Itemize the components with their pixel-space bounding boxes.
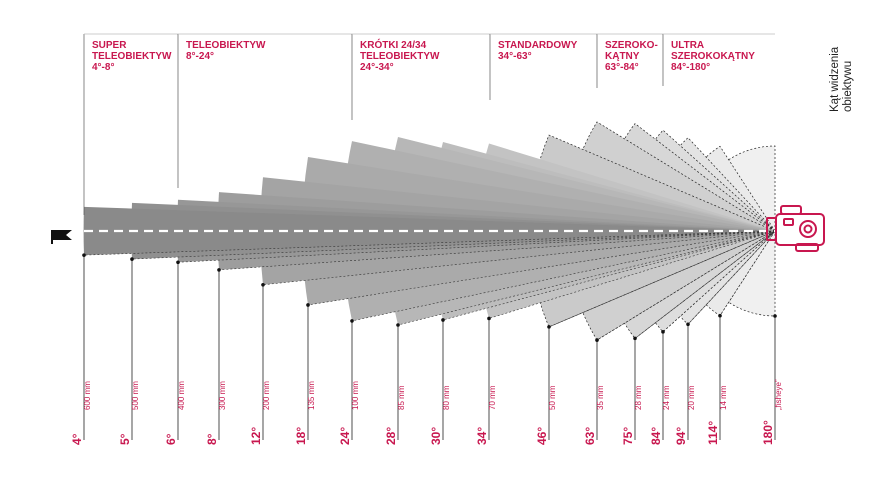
focal-length-label: 300 mm: [218, 381, 227, 410]
category-label: SUPER TELEOBIEKTYW 4°-8°: [92, 40, 172, 73]
angle-label: 84°: [649, 427, 663, 445]
angle-label: 63°: [583, 427, 597, 445]
leader-dot-34: [487, 316, 491, 321]
leader-dot-30: [441, 318, 445, 322]
ray-84: [662, 230, 776, 333]
focal-length-label: 24 mm: [662, 385, 671, 410]
focal-length-label: 85 mm: [397, 385, 406, 410]
category-label: TELEOBIEKTYW 8°-24°: [186, 40, 266, 62]
focal-leader-lines: [82, 253, 777, 440]
angle-label: 94°: [674, 427, 688, 445]
category-label: KRÓTKI 24/34 TELEOBIEKTYW 24°-34°: [360, 38, 440, 73]
focal-length-label: 70 mm: [488, 385, 497, 410]
leader-dot-46: [547, 325, 551, 329]
focal-length-label: 100 mm: [351, 381, 360, 410]
leader-dot-8: [217, 268, 221, 272]
angle-label: 18°: [294, 427, 308, 445]
focal-length-label: 20 mm: [687, 385, 696, 410]
angle-label: 34°: [475, 427, 489, 445]
focal-length-label: 500 mm: [131, 381, 140, 410]
focal-length-label: 400 mm: [177, 381, 186, 410]
angle-label: 114°: [706, 421, 720, 445]
angle-label: 30°: [429, 427, 443, 445]
focal-length-label: 35 mm: [596, 385, 605, 410]
category-brackets: SUPER TELEOBIEKTYW 4°-8° TELEOBIEKTYW 8°-24°…: [83, 33, 775, 215]
focal-length-label: 28 mm: [634, 385, 643, 410]
focal-length-label: „fisheye”: [774, 379, 783, 410]
leader-dot-75: [633, 336, 637, 341]
subject-flag-icon: [51, 230, 72, 244]
ray-24: [351, 230, 776, 322]
leader-dot-6: [176, 260, 180, 265]
leader-dot-12: [261, 283, 265, 287]
category-label: SZEROKO-KĄTNY 63°-84°: [605, 40, 658, 73]
angle-label: 6°: [164, 433, 178, 445]
ray-114: [719, 230, 776, 316]
ray-5: [131, 230, 776, 260]
leader-dot-28: [396, 323, 400, 327]
leader-dot-5: [130, 257, 134, 261]
focal-length-label: 200 mm: [262, 381, 271, 410]
angle-label: 180°: [761, 420, 775, 445]
leader-dot-94: [686, 322, 690, 327]
ray-18: [307, 230, 776, 306]
angle-label: 8°: [205, 433, 219, 445]
focal-length-label: 600 mm: [83, 381, 92, 410]
ray-30: [442, 230, 776, 321]
ray-46: [548, 230, 776, 328]
ray-94: [687, 230, 776, 325]
angle-label: 46°: [535, 427, 549, 445]
angle-label: 28°: [384, 427, 398, 445]
ray-63: [596, 230, 776, 341]
view-angle-rays: [83, 230, 776, 341]
ray-34: [488, 230, 776, 319]
leader-dot-84: [661, 330, 665, 334]
leader-dot-114: [718, 313, 722, 318]
leader-dot-4: [82, 253, 86, 257]
ray-8: [218, 230, 776, 271]
focal-length-label: 80 mm: [442, 385, 451, 410]
camera-icon: [766, 205, 825, 252]
focal-length-label: 50 mm: [548, 385, 557, 410]
angle-label: 5°: [118, 433, 132, 445]
ray-4: [83, 230, 776, 256]
category-label: ULTRA SZEROKOKĄTNY 84°-180°: [671, 40, 755, 73]
focal-length-label: 14 mm: [719, 385, 728, 410]
angle-label: 12°: [249, 427, 263, 445]
angle-label: 4°: [70, 433, 84, 445]
angle-label: 75°: [621, 427, 635, 445]
lens-labels: 4° 600 mm 5° 500 mm 6° 400 mm 8° 300 mm 12° 200 m…: [70, 379, 783, 445]
leader-dot-63: [595, 338, 599, 342]
ray-28: [397, 230, 776, 326]
leader-dot-18: [306, 303, 310, 307]
ray-12: [262, 230, 776, 286]
category-label: STANDARDOWY 34°-63°: [498, 40, 578, 62]
ray-75: [634, 230, 776, 339]
angle-label: 24°: [338, 427, 352, 445]
focal-length-label: 135 mm: [307, 381, 316, 410]
leader-dot-24: [350, 319, 354, 323]
leader-dot-180: [773, 314, 777, 318]
side-title: Kąt widzenia obiektywu: [829, 44, 854, 112]
